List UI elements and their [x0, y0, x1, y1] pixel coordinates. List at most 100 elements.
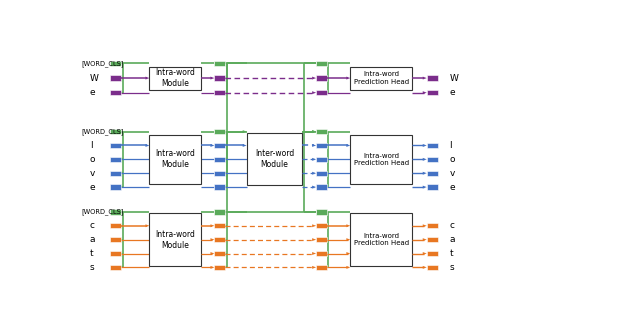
- Text: Intra-word
Prediction Head: Intra-word Prediction Head: [353, 71, 408, 85]
- Bar: [214, 90, 225, 95]
- Bar: [316, 265, 327, 270]
- Bar: [110, 143, 121, 148]
- Polygon shape: [423, 91, 427, 94]
- Text: [WORD_CLS]: [WORD_CLS]: [81, 128, 124, 135]
- Bar: [316, 209, 327, 215]
- Polygon shape: [145, 76, 150, 80]
- Text: Intra-word
Prediction Head: Intra-word Prediction Head: [353, 153, 408, 166]
- Bar: [110, 237, 121, 242]
- Bar: [110, 129, 121, 134]
- Bar: [214, 265, 225, 270]
- Bar: [316, 237, 327, 242]
- Bar: [214, 209, 225, 215]
- Bar: [316, 76, 327, 81]
- Text: l: l: [449, 141, 452, 150]
- Bar: [316, 171, 327, 176]
- Bar: [427, 223, 438, 228]
- Bar: [110, 265, 121, 270]
- Polygon shape: [211, 238, 214, 241]
- Text: [WORD_CLS]: [WORD_CLS]: [81, 60, 124, 67]
- Polygon shape: [145, 224, 150, 227]
- Polygon shape: [346, 224, 350, 227]
- Polygon shape: [312, 224, 316, 227]
- Polygon shape: [312, 130, 316, 133]
- Polygon shape: [211, 252, 214, 255]
- Polygon shape: [312, 266, 316, 269]
- Text: t: t: [90, 249, 93, 258]
- Polygon shape: [312, 144, 316, 147]
- Polygon shape: [211, 76, 214, 80]
- Polygon shape: [346, 144, 350, 147]
- Text: W: W: [90, 74, 99, 82]
- Bar: [316, 185, 327, 190]
- Text: a: a: [449, 235, 455, 244]
- Bar: [427, 157, 438, 162]
- Polygon shape: [346, 266, 350, 269]
- Text: c: c: [90, 221, 95, 230]
- Bar: [110, 209, 121, 215]
- Bar: [427, 265, 438, 270]
- Bar: [214, 143, 225, 148]
- Text: s: s: [90, 263, 95, 272]
- Text: s: s: [449, 263, 454, 272]
- Text: Intra-word
Module: Intra-word Module: [156, 149, 195, 169]
- Polygon shape: [346, 238, 350, 241]
- Polygon shape: [423, 158, 427, 161]
- Polygon shape: [312, 158, 316, 161]
- Polygon shape: [312, 185, 316, 189]
- Polygon shape: [423, 238, 427, 241]
- Bar: [316, 223, 327, 228]
- Bar: [350, 66, 412, 90]
- Polygon shape: [211, 266, 214, 269]
- Bar: [316, 143, 327, 148]
- Text: e: e: [90, 88, 95, 97]
- Polygon shape: [312, 238, 316, 241]
- Polygon shape: [312, 76, 316, 80]
- Polygon shape: [312, 252, 316, 255]
- Bar: [110, 61, 121, 66]
- Bar: [214, 129, 225, 134]
- Bar: [427, 237, 438, 242]
- Bar: [214, 61, 225, 66]
- Bar: [110, 76, 121, 81]
- Bar: [214, 76, 225, 81]
- Text: Inter-word
Module: Inter-word Module: [255, 149, 294, 169]
- Polygon shape: [211, 224, 214, 227]
- Polygon shape: [423, 172, 427, 175]
- Bar: [316, 251, 327, 256]
- Bar: [150, 66, 201, 90]
- Polygon shape: [211, 144, 214, 147]
- Text: Intra-word
Prediction Head: Intra-word Prediction Head: [353, 233, 408, 246]
- Polygon shape: [423, 185, 427, 189]
- Text: Intra-word
Module: Intra-word Module: [156, 230, 195, 250]
- Bar: [110, 185, 121, 190]
- Text: l: l: [90, 141, 93, 150]
- Bar: [246, 133, 302, 185]
- Bar: [427, 251, 438, 256]
- Text: [WORD_CLS]: [WORD_CLS]: [81, 209, 124, 215]
- Bar: [316, 90, 327, 95]
- Polygon shape: [423, 266, 427, 269]
- Bar: [350, 135, 412, 184]
- Polygon shape: [423, 76, 427, 80]
- Polygon shape: [145, 144, 150, 147]
- Bar: [427, 185, 438, 190]
- Bar: [214, 237, 225, 242]
- Bar: [150, 214, 201, 266]
- Bar: [427, 90, 438, 95]
- Text: o: o: [449, 155, 455, 164]
- Polygon shape: [243, 144, 246, 147]
- Bar: [110, 251, 121, 256]
- Bar: [427, 143, 438, 148]
- Bar: [110, 223, 121, 228]
- Bar: [110, 157, 121, 162]
- Polygon shape: [423, 224, 427, 227]
- Bar: [427, 76, 438, 81]
- Bar: [350, 214, 412, 266]
- Text: W: W: [449, 74, 458, 82]
- Polygon shape: [346, 252, 350, 255]
- Bar: [214, 251, 225, 256]
- Polygon shape: [423, 252, 427, 255]
- Bar: [150, 135, 201, 184]
- Bar: [427, 171, 438, 176]
